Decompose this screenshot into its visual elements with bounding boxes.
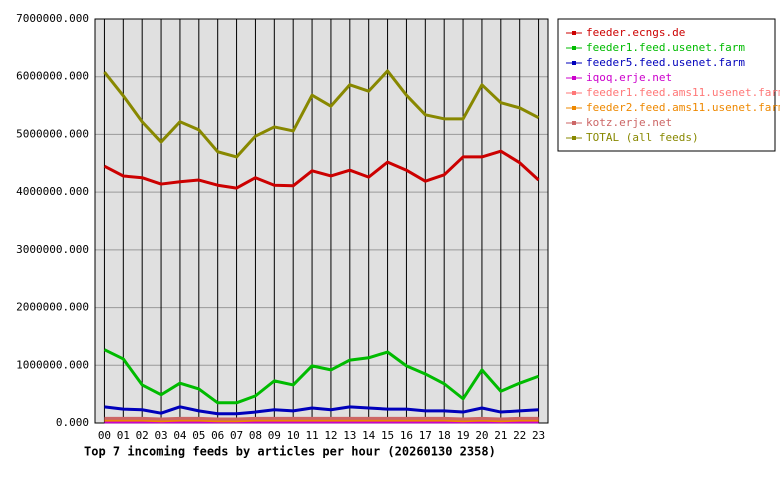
y-tick-label: 2000000.000 [16, 301, 89, 314]
legend-marker [572, 91, 576, 95]
series-line [103, 149, 540, 190]
y-tick-label: 4000000.000 [16, 185, 89, 198]
legend-marker [572, 31, 576, 35]
series-line [104, 418, 539, 423]
chart-title: Top 7 incoming feeds by articles per hou… [84, 445, 496, 459]
x-tick-label: 18 [438, 429, 451, 442]
x-tick-label: 08 [249, 429, 262, 442]
y-tick-label: 0.000 [56, 416, 89, 429]
legend-marker [572, 106, 576, 110]
x-tick-label: 06 [211, 429, 224, 442]
x-tick-label: 01 [117, 429, 130, 442]
x-tick-label: 00 [98, 429, 111, 442]
x-tick-label: 16 [400, 429, 413, 442]
legend-box [557, 18, 776, 152]
x-tick-label: 09 [268, 429, 281, 442]
x-tick-label: 20 [475, 429, 488, 442]
x-tick-label: 21 [494, 429, 507, 442]
plot-area [95, 19, 548, 423]
legend-marker [572, 76, 576, 80]
series-line [103, 69, 540, 159]
y-tick-label: 6000000.000 [16, 70, 89, 83]
series-line [103, 348, 540, 405]
legend-label: feeder1.feed.ams11.usenet.farm [586, 86, 780, 99]
legend-marker [572, 121, 576, 125]
series-line [104, 405, 539, 416]
y-tick-label: 5000000.000 [16, 127, 89, 140]
x-tick-label: 12 [324, 429, 337, 442]
x-tick-label: 05 [192, 429, 205, 442]
x-tick-label: 13 [343, 429, 356, 442]
legend-label: feeder.ecngs.de [586, 26, 685, 39]
x-tick-label: 07 [230, 429, 243, 442]
x-tick-label: 04 [173, 429, 187, 442]
legend-marker [572, 46, 576, 50]
legend-marker [572, 61, 576, 65]
series-line [104, 416, 539, 421]
x-tick-label: 19 [456, 429, 469, 442]
x-tick-label: 02 [136, 429, 149, 442]
x-tick-label: 10 [287, 429, 300, 442]
legend-label: feeder2.feed.ams11.usenet.farm [586, 101, 780, 114]
legend-label: iqoq.erje.net [586, 71, 672, 84]
legend-label: feeder5.feed.usenet.farm [586, 56, 745, 69]
x-tick-label: 14 [362, 429, 376, 442]
x-tick-label: 23 [532, 429, 545, 442]
x-tick-label: 03 [154, 429, 167, 442]
y-tick-label: 7000000.000 [16, 12, 89, 25]
legend-label: feeder1.feed.usenet.farm [586, 41, 745, 54]
legend-marker [572, 136, 576, 140]
y-tick-label: 1000000.000 [16, 358, 89, 371]
legend-label: TOTAL (all feeds) [586, 131, 699, 144]
x-tick-label: 22 [513, 429, 526, 442]
y-tick-label: 3000000.000 [16, 243, 89, 256]
legend-label: kotz.erje.net [586, 116, 672, 129]
x-tick-label: 17 [419, 429, 432, 442]
x-tick-label: 15 [381, 429, 394, 442]
x-tick-label: 11 [305, 429, 318, 442]
